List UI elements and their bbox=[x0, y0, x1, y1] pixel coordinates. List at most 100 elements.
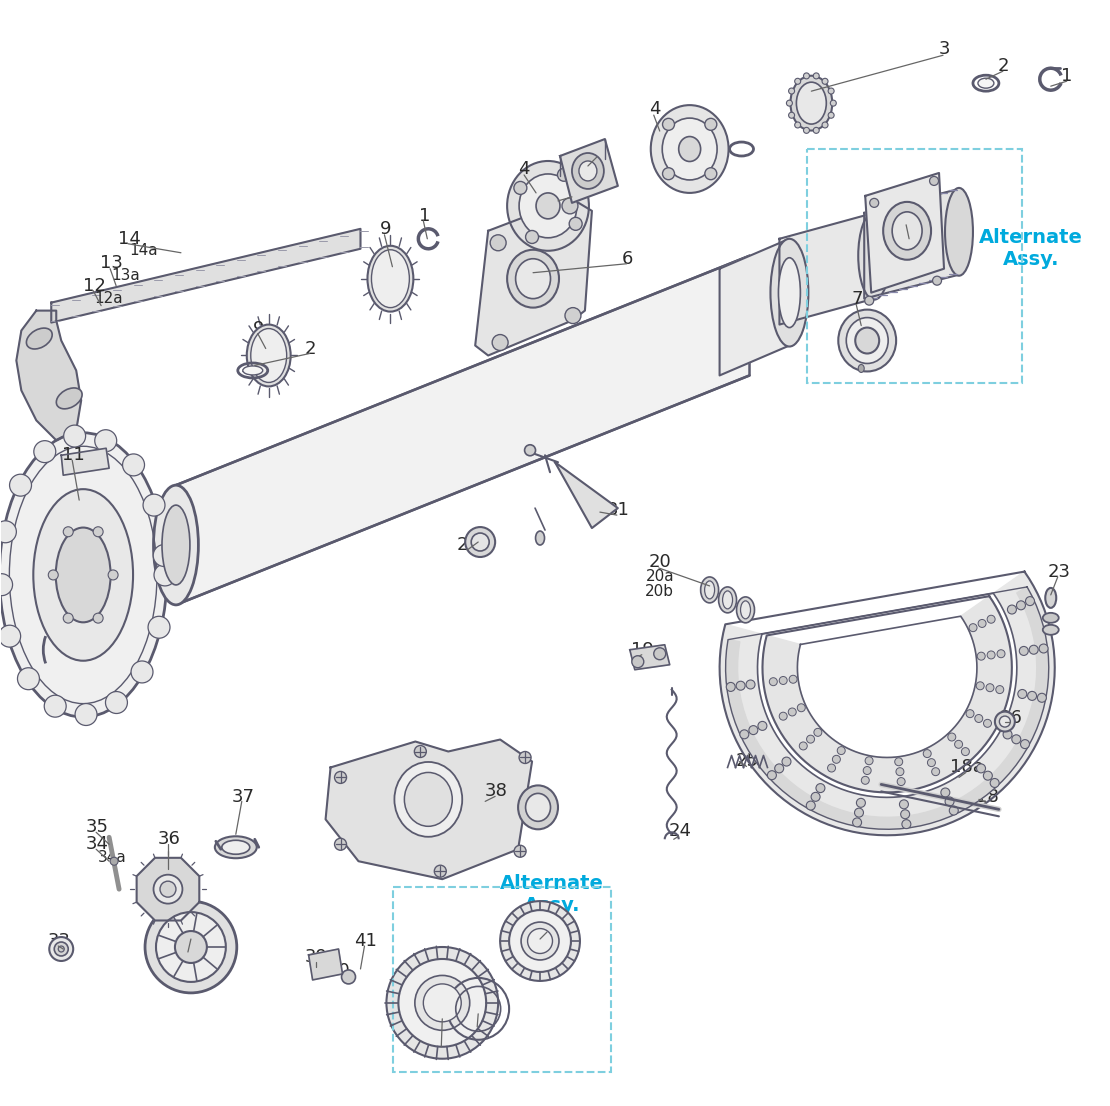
Ellipse shape bbox=[969, 624, 977, 632]
Ellipse shape bbox=[977, 653, 986, 660]
Ellipse shape bbox=[736, 681, 745, 690]
Ellipse shape bbox=[521, 922, 559, 960]
Polygon shape bbox=[176, 255, 749, 605]
Ellipse shape bbox=[514, 181, 527, 195]
Ellipse shape bbox=[527, 929, 553, 953]
Ellipse shape bbox=[897, 778, 905, 785]
Ellipse shape bbox=[44, 696, 67, 717]
Ellipse shape bbox=[770, 239, 808, 346]
Text: 13: 13 bbox=[100, 253, 122, 272]
Ellipse shape bbox=[122, 453, 144, 476]
Ellipse shape bbox=[394, 762, 462, 837]
Ellipse shape bbox=[536, 192, 559, 219]
Text: 39: 39 bbox=[305, 948, 329, 966]
Polygon shape bbox=[555, 462, 618, 528]
Ellipse shape bbox=[726, 682, 735, 691]
Bar bbox=[807, 149, 1022, 384]
Ellipse shape bbox=[518, 785, 558, 830]
Ellipse shape bbox=[509, 910, 571, 972]
Text: 32: 32 bbox=[178, 948, 201, 966]
Ellipse shape bbox=[131, 661, 153, 682]
Ellipse shape bbox=[788, 88, 795, 94]
Ellipse shape bbox=[0, 625, 21, 647]
Ellipse shape bbox=[75, 703, 97, 726]
Text: 2: 2 bbox=[567, 181, 578, 200]
Ellipse shape bbox=[491, 234, 506, 251]
Ellipse shape bbox=[700, 577, 718, 603]
Ellipse shape bbox=[718, 587, 737, 613]
Ellipse shape bbox=[386, 947, 498, 1058]
Ellipse shape bbox=[816, 784, 825, 793]
Polygon shape bbox=[865, 173, 944, 293]
Ellipse shape bbox=[105, 691, 128, 713]
Text: 20b: 20b bbox=[645, 584, 674, 599]
Ellipse shape bbox=[222, 841, 250, 854]
Ellipse shape bbox=[977, 764, 986, 773]
Ellipse shape bbox=[63, 613, 73, 623]
Text: 14a: 14a bbox=[130, 243, 159, 259]
Ellipse shape bbox=[737, 597, 755, 623]
Ellipse shape bbox=[148, 616, 170, 638]
Ellipse shape bbox=[796, 82, 826, 124]
Ellipse shape bbox=[705, 581, 715, 598]
Ellipse shape bbox=[1018, 689, 1027, 699]
Ellipse shape bbox=[976, 681, 985, 690]
Ellipse shape bbox=[955, 740, 962, 749]
Ellipse shape bbox=[788, 112, 795, 118]
Ellipse shape bbox=[775, 764, 784, 773]
Ellipse shape bbox=[929, 177, 939, 186]
Text: 18: 18 bbox=[976, 789, 998, 806]
Ellipse shape bbox=[663, 168, 675, 179]
Ellipse shape bbox=[705, 118, 717, 131]
Text: 40: 40 bbox=[327, 962, 350, 980]
Ellipse shape bbox=[519, 751, 531, 763]
Ellipse shape bbox=[1029, 645, 1038, 655]
Ellipse shape bbox=[896, 768, 904, 775]
Ellipse shape bbox=[678, 136, 700, 161]
Ellipse shape bbox=[837, 747, 845, 754]
Ellipse shape bbox=[162, 505, 190, 585]
Ellipse shape bbox=[663, 118, 675, 131]
Ellipse shape bbox=[857, 799, 866, 807]
Polygon shape bbox=[719, 572, 1054, 835]
Ellipse shape bbox=[779, 712, 787, 720]
Ellipse shape bbox=[58, 946, 64, 952]
Text: 2: 2 bbox=[998, 58, 1010, 75]
Ellipse shape bbox=[895, 758, 902, 765]
Ellipse shape bbox=[996, 686, 1003, 693]
Ellipse shape bbox=[246, 324, 291, 386]
Ellipse shape bbox=[832, 755, 840, 763]
Ellipse shape bbox=[778, 258, 800, 327]
Ellipse shape bbox=[472, 533, 490, 551]
Ellipse shape bbox=[434, 865, 446, 877]
Text: 8: 8 bbox=[901, 210, 912, 228]
Polygon shape bbox=[309, 949, 343, 980]
Ellipse shape bbox=[975, 714, 982, 722]
Ellipse shape bbox=[769, 678, 777, 686]
Ellipse shape bbox=[797, 703, 805, 712]
Text: 41: 41 bbox=[354, 932, 377, 950]
Ellipse shape bbox=[983, 771, 992, 780]
Ellipse shape bbox=[864, 766, 871, 774]
Ellipse shape bbox=[931, 768, 940, 775]
Ellipse shape bbox=[367, 246, 413, 312]
Ellipse shape bbox=[507, 161, 589, 251]
Ellipse shape bbox=[1038, 693, 1047, 702]
Ellipse shape bbox=[999, 716, 1010, 727]
Polygon shape bbox=[719, 239, 789, 375]
Text: 6: 6 bbox=[622, 250, 634, 268]
Ellipse shape bbox=[990, 779, 999, 787]
Ellipse shape bbox=[110, 857, 118, 865]
Text: 33: 33 bbox=[48, 932, 71, 950]
Polygon shape bbox=[325, 740, 532, 879]
Text: 2: 2 bbox=[305, 340, 316, 357]
Ellipse shape bbox=[632, 656, 644, 668]
Ellipse shape bbox=[986, 684, 993, 691]
Ellipse shape bbox=[983, 719, 991, 728]
Ellipse shape bbox=[767, 771, 776, 780]
Text: 37: 37 bbox=[231, 789, 254, 806]
Text: 19: 19 bbox=[632, 640, 654, 659]
Ellipse shape bbox=[108, 570, 118, 580]
Ellipse shape bbox=[806, 801, 815, 810]
Ellipse shape bbox=[0, 432, 166, 717]
